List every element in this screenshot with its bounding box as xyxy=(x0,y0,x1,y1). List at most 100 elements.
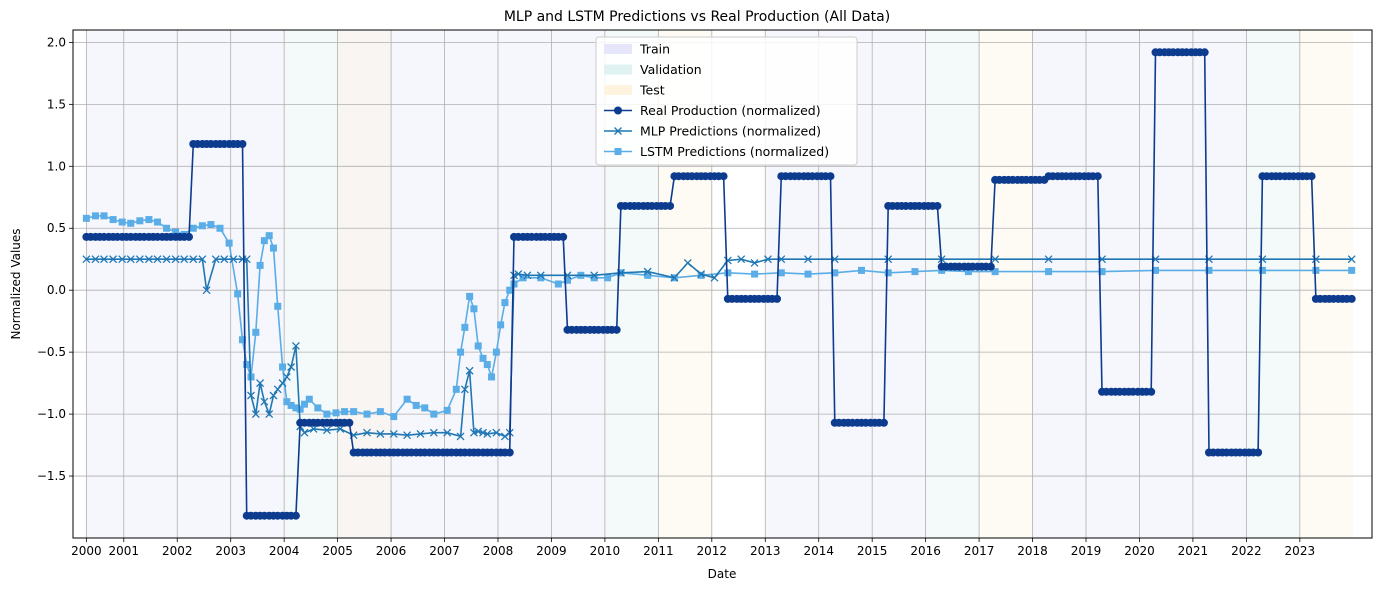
legend-marker xyxy=(614,148,622,155)
chart-title: MLP and LSTM Predictions vs Real Product… xyxy=(504,9,890,25)
data-point xyxy=(269,391,278,400)
data-point xyxy=(697,270,706,279)
data-point xyxy=(443,428,452,437)
data-point xyxy=(523,271,532,280)
data-point xyxy=(501,299,509,307)
data-point xyxy=(559,232,568,241)
data-point xyxy=(1348,266,1356,274)
data-point xyxy=(697,271,705,279)
data-point xyxy=(265,410,274,419)
data-point xyxy=(505,448,514,457)
legend-box xyxy=(595,36,858,166)
data-point xyxy=(666,201,675,210)
data-point xyxy=(1347,294,1356,303)
x-tick-label: 2015 xyxy=(857,544,888,558)
x-tick-label: 2023 xyxy=(1285,544,1316,558)
data-point xyxy=(332,409,340,417)
data-point xyxy=(644,271,652,279)
data-point xyxy=(466,292,474,300)
data-point xyxy=(109,216,117,224)
data-point xyxy=(911,268,919,276)
x-tick-label: 2013 xyxy=(750,544,781,558)
data-point xyxy=(403,431,412,440)
y-tick-label: 1.0 xyxy=(47,159,66,173)
data-point xyxy=(465,366,474,375)
data-point xyxy=(278,379,287,388)
data-point xyxy=(1311,255,1320,264)
data-point xyxy=(421,404,429,412)
y-tick-label: −1.5 xyxy=(37,469,66,483)
data-point xyxy=(390,413,398,421)
data-point xyxy=(403,395,411,403)
span-test xyxy=(337,30,392,538)
data-point xyxy=(376,408,384,416)
data-point xyxy=(126,255,135,264)
data-point xyxy=(171,255,180,264)
y-axis-label: Normalized Values xyxy=(9,228,23,339)
x-tick-label: 2019 xyxy=(1071,544,1102,558)
data-point xyxy=(452,385,460,393)
data-point xyxy=(737,255,746,264)
series-2 xyxy=(82,212,1356,421)
data-point xyxy=(492,428,501,437)
span-validation xyxy=(284,30,338,538)
data-point xyxy=(719,172,728,181)
data-point xyxy=(429,428,438,437)
y-tick-label: −0.5 xyxy=(37,345,66,359)
data-point xyxy=(804,270,812,278)
data-point xyxy=(750,258,759,267)
x-tick-label: 2017 xyxy=(964,544,995,558)
data-point xyxy=(777,269,785,277)
data-point xyxy=(100,255,108,264)
data-point xyxy=(723,256,732,265)
data-point xyxy=(461,323,469,331)
x-tick-label: 2004 xyxy=(269,544,300,558)
data-point xyxy=(470,305,478,313)
data-point xyxy=(238,336,246,344)
data-point xyxy=(282,372,291,381)
data-point xyxy=(363,428,371,437)
data-point xyxy=(492,348,500,356)
data-point xyxy=(497,321,505,329)
data-point xyxy=(479,354,487,362)
data-point xyxy=(163,224,171,232)
data-point xyxy=(287,363,296,371)
data-point xyxy=(82,255,91,264)
data-point xyxy=(145,216,153,224)
data-point xyxy=(416,429,425,438)
data-point xyxy=(198,255,207,264)
data-point xyxy=(345,418,354,427)
data-point xyxy=(456,432,465,441)
x-tick-label: 2021 xyxy=(1178,544,1209,558)
legend-label: LSTM Predictions (normalized) xyxy=(640,144,829,159)
data-point xyxy=(234,290,242,298)
data-point xyxy=(884,255,893,264)
data-point xyxy=(300,400,308,408)
x-tick-label: 2008 xyxy=(483,544,514,558)
data-point xyxy=(1200,48,1209,57)
data-point xyxy=(153,218,161,226)
data-point xyxy=(1205,266,1213,274)
data-point xyxy=(323,410,331,418)
data-point xyxy=(724,269,732,277)
y-tick-label: 1.5 xyxy=(47,97,66,111)
data-point xyxy=(986,262,995,271)
legend-swatch xyxy=(604,44,632,54)
data-point xyxy=(1045,268,1053,276)
data-point xyxy=(291,341,300,350)
data-point xyxy=(198,222,206,230)
legend-marker xyxy=(614,127,622,135)
x-tick-label: 2022 xyxy=(1231,544,1262,558)
y-tick-label: 2.0 xyxy=(47,35,66,49)
data-point xyxy=(826,172,835,181)
data-point xyxy=(612,325,621,334)
data-point xyxy=(283,398,291,406)
data-point xyxy=(162,255,171,264)
data-point xyxy=(536,271,545,280)
data-point xyxy=(202,286,211,295)
data-point xyxy=(305,395,313,403)
x-tick-label: 2005 xyxy=(322,544,353,558)
data-point xyxy=(710,273,719,282)
x-tick-label: 2016 xyxy=(910,544,941,558)
data-point xyxy=(1254,448,1263,457)
